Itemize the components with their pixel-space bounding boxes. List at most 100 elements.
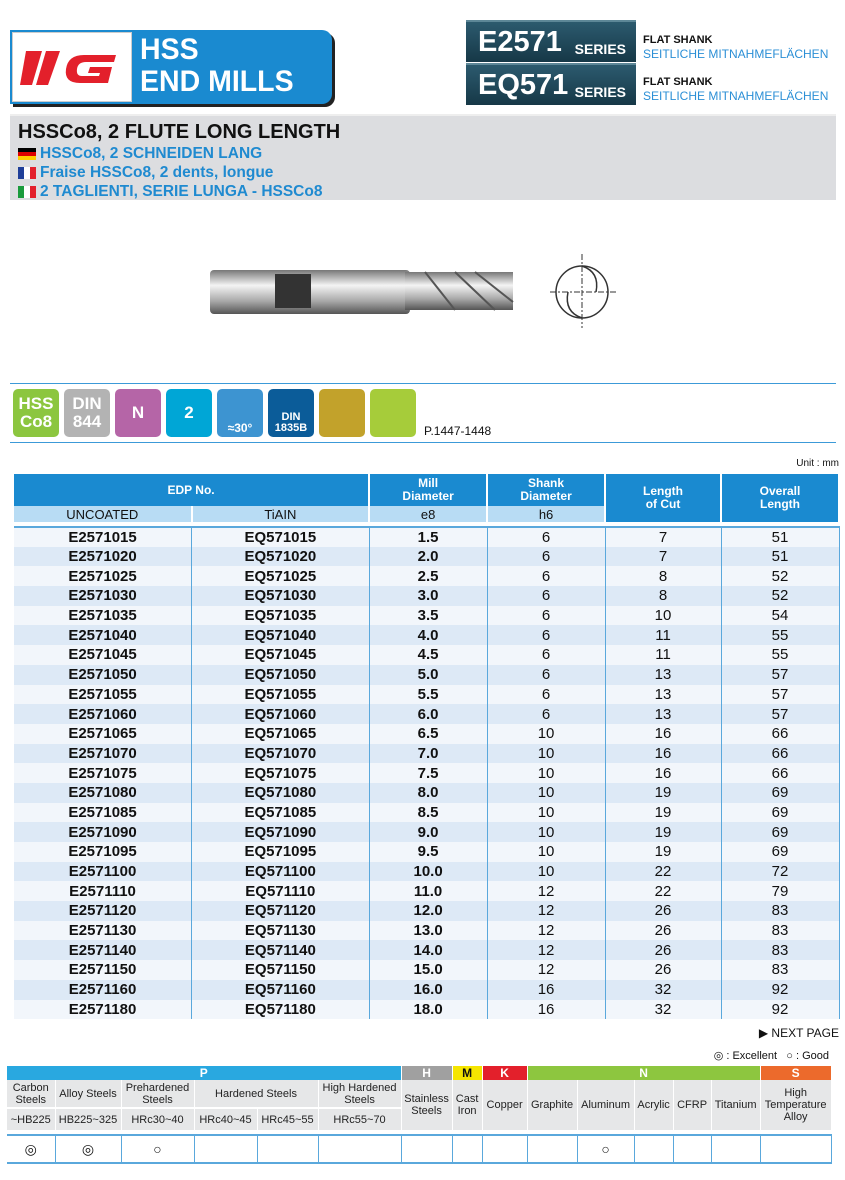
table-row: E2571025 EQ571025 2.5 6 8 52 xyxy=(14,566,840,587)
length-of-cut: 16 xyxy=(605,743,722,764)
length-of-cut: 13 xyxy=(605,664,722,685)
mill-diameter: 13.0 xyxy=(369,920,488,941)
edp-uncoated: E2571065 xyxy=(14,723,193,744)
overall-length: 57 xyxy=(721,684,840,705)
length-of-cut: 8 xyxy=(605,566,722,587)
icon-label: 1835B xyxy=(274,422,308,434)
shank-type-de: SEITLICHE MITNAHMEFLÄCHEN xyxy=(643,47,829,61)
table-row: E2571180 EQ571180 18.0 16 32 92 xyxy=(14,999,840,1020)
mill-diameter: 12.0 xyxy=(369,901,488,921)
shank-diameter: 12 xyxy=(487,901,606,921)
shank-type: FLAT SHANK xyxy=(643,76,713,88)
material-column: Stainless Steels xyxy=(401,1080,453,1130)
mill-diameter: 4.5 xyxy=(369,645,488,665)
shank-diameter: 6 xyxy=(487,566,606,587)
material-column: Titanium xyxy=(711,1080,761,1130)
header-shank-diameter: Shank Diameter xyxy=(487,474,607,506)
edp-uncoated: E2571080 xyxy=(14,782,193,803)
icon-label: 2 xyxy=(184,403,194,422)
header-tialn: TiAIN xyxy=(191,506,371,522)
product-table: EDP No. Mill Diameter Shank Diameter Length… xyxy=(14,474,840,1020)
shank-info: FLAT SHANK SEITLICHE MITNAHMEFLÄCHEN xyxy=(643,33,828,61)
group-k: K xyxy=(482,1066,528,1080)
mill-diameter: 3.5 xyxy=(369,605,488,626)
edp-uncoated: E2571060 xyxy=(14,704,193,724)
header-mill-diameter: Mill Diameter xyxy=(369,474,489,506)
mill-diameter: 7.0 xyxy=(369,743,488,764)
overall-length: 69 xyxy=(721,842,840,862)
shank-diameter: 6 xyxy=(487,527,606,547)
length-of-cut: 19 xyxy=(605,802,722,823)
shank-diameter: 10 xyxy=(487,802,606,823)
shank-diameter: 12 xyxy=(487,940,606,961)
legend-good: ○ : Good xyxy=(786,1050,829,1062)
hss-co8-icon: HSS Co8 xyxy=(13,389,59,437)
table-row: E2571080 EQ571080 8.0 10 19 69 xyxy=(14,782,840,803)
table-row: E2571045 EQ571045 4.5 6 11 55 xyxy=(14,645,840,665)
edp-uncoated: E2571070 xyxy=(14,743,193,764)
edp-tialn: EQ571040 xyxy=(191,625,370,646)
length-of-cut: 11 xyxy=(605,645,722,665)
edp-uncoated: E2571040 xyxy=(14,625,193,646)
divider xyxy=(10,442,836,443)
group-m: M xyxy=(452,1066,483,1080)
shank-diameter: 10 xyxy=(487,782,606,803)
table-row: E2571160 EQ571160 16.0 16 32 92 xyxy=(14,979,840,1000)
edp-uncoated: E2571110 xyxy=(14,881,193,902)
series-code: EQ571 xyxy=(478,69,569,101)
header-uncoated: UNCOATED xyxy=(14,506,193,522)
shank-diameter: 6 xyxy=(487,546,606,567)
table-row: E2571130 EQ571130 13.0 12 26 83 xyxy=(14,920,840,941)
table-row: E2571085 EQ571085 8.5 10 19 69 xyxy=(14,802,840,823)
overall-length: 55 xyxy=(721,645,840,665)
shank-diameter: 10 xyxy=(487,723,606,744)
material-column: High Hardened Steels xyxy=(318,1080,402,1109)
table-row: E2571030 EQ571030 3.0 6 8 52 xyxy=(14,586,840,606)
table-row: E2571050 EQ571050 5.0 6 13 57 xyxy=(14,664,840,685)
table-row: E2571015 EQ571015 1.5 6 7 51 xyxy=(14,527,840,547)
material-column: Graphite xyxy=(527,1080,578,1130)
shank-diameter: 6 xyxy=(487,625,606,646)
rating-cell xyxy=(482,1135,528,1164)
overall-length: 83 xyxy=(721,901,840,921)
edp-tialn: EQ571150 xyxy=(191,960,370,980)
shank-diameter: 10 xyxy=(487,822,606,842)
rating-cell xyxy=(634,1135,674,1164)
edp-tialn: EQ571035 xyxy=(191,605,370,626)
overall-length: 66 xyxy=(721,723,840,744)
mill-diameter: 14.0 xyxy=(369,940,488,961)
shank-info: FLAT SHANK SEITLICHE MITNAHMEFLÄCHEN xyxy=(643,75,828,103)
hardness-value: HRc30~40 xyxy=(121,1108,195,1130)
header-overall-length: Overall Length xyxy=(721,474,840,522)
mill-diameter: 15.0 xyxy=(369,960,488,980)
edp-tialn: EQ571015 xyxy=(191,527,370,547)
mill-diameter: 18.0 xyxy=(369,999,488,1020)
length-of-cut: 32 xyxy=(605,999,722,1020)
edp-tialn: EQ571030 xyxy=(191,586,370,606)
overall-length: 72 xyxy=(721,861,840,882)
edp-uncoated: E2571020 xyxy=(14,546,193,567)
icon-label: 844 xyxy=(72,412,102,431)
series-badge-e2571: E2571 SERIES xyxy=(466,20,636,62)
edp-uncoated: E2571085 xyxy=(14,802,193,823)
length-of-cut: 10 xyxy=(605,605,722,626)
table-row: E2571020 EQ571020 2.0 6 7 51 xyxy=(14,546,840,567)
rating-cell xyxy=(401,1135,453,1164)
material-column: Hardened Steels xyxy=(194,1080,319,1109)
divider xyxy=(10,383,836,384)
edp-uncoated: E2571180 xyxy=(14,999,193,1020)
hardness-value: HB225~325 xyxy=(55,1108,122,1130)
header-edp: EDP No. xyxy=(14,474,371,506)
title-fr: Fraise HSSCo8, 2 dents, longue xyxy=(40,164,274,181)
icon-label: DIN xyxy=(281,411,301,423)
shank-type-de: SEITLICHE MITNAHMEFLÄCHEN xyxy=(643,89,829,103)
shank-diameter: 6 xyxy=(487,684,606,705)
edp-uncoated: E2571035 xyxy=(14,605,193,626)
rating-legend: ◎ : Excellent ○ : Good xyxy=(714,1049,829,1062)
edp-uncoated: E2571050 xyxy=(14,664,193,685)
french-flag-icon xyxy=(18,166,36,179)
rating-cell: ◎ xyxy=(55,1135,122,1164)
shank-diameter: 10 xyxy=(487,861,606,882)
next-page-link[interactable]: ▶ NEXT PAGE xyxy=(758,1026,839,1040)
mill-diameter: 2.5 xyxy=(369,566,488,587)
